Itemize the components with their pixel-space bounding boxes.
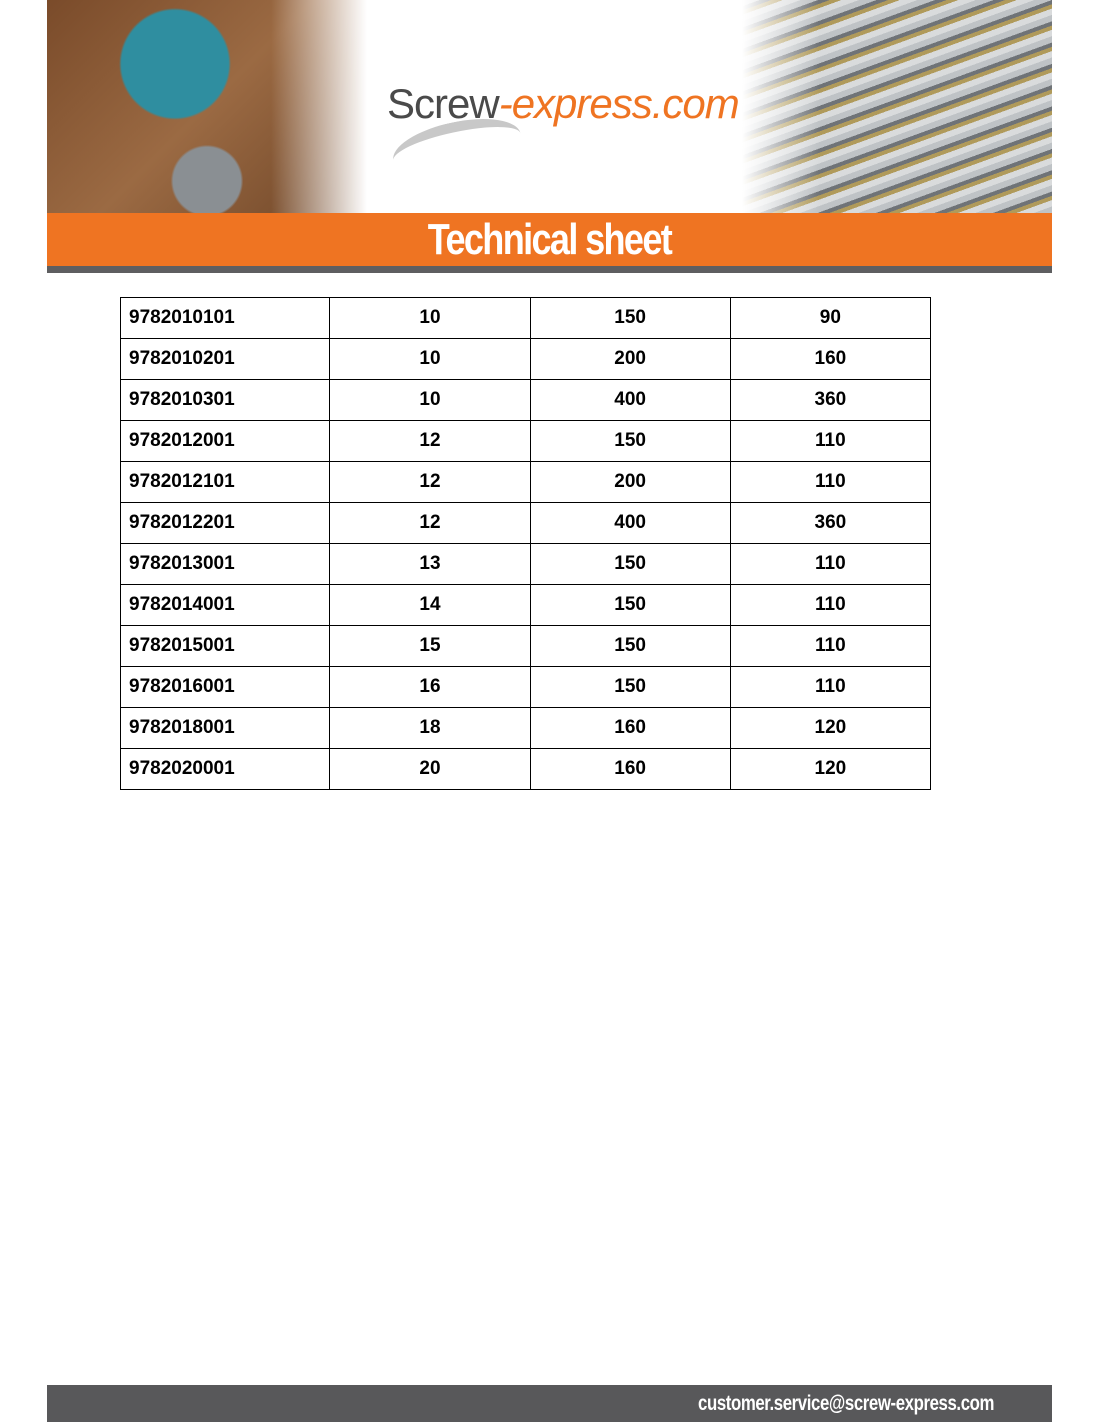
footer-email: customer.service@screw-express.com: [697, 1392, 994, 1415]
header-banner: Screw-express.com: [47, 0, 1052, 213]
product-table: 9782010101 10 150 90 9782010201 10 200 160 97820…: [119, 297, 932, 790]
table-cell: 110: [729, 543, 932, 585]
table-row: 9782010301 10 400 360: [119, 379, 932, 421]
table-cell: 12: [329, 420, 531, 462]
table-cell: 9782010201: [119, 338, 331, 380]
table-cell: 9782020001: [119, 748, 331, 790]
table-cell: 360: [729, 502, 932, 544]
table-row: 9782013001 13 150 110: [119, 543, 932, 585]
table-cell: 150: [529, 625, 731, 667]
table-cell: 120: [729, 748, 932, 790]
table-row: 9782018001 18 160 120: [119, 707, 932, 749]
table-cell: 9782012201: [119, 502, 331, 544]
table-cell: 160: [529, 748, 731, 790]
screws-photo: [742, 0, 1052, 213]
table-cell: 15: [329, 625, 531, 667]
table-cell: 10: [329, 379, 531, 421]
logo: Screw-express.com: [387, 80, 740, 127]
table-cell: 12: [329, 502, 531, 544]
table-cell: 18: [329, 707, 531, 749]
table-cell: 160: [729, 338, 932, 380]
table-cell: 110: [729, 461, 932, 503]
table-cell: 400: [529, 502, 731, 544]
table-cell: 9782010301: [119, 379, 331, 421]
table-cell: 110: [729, 420, 932, 462]
table-cell: 150: [529, 666, 731, 708]
table-cell: 16: [329, 666, 531, 708]
table-row: 9782016001 16 150 110: [119, 666, 932, 708]
table-cell: 160: [529, 707, 731, 749]
table-row: 9782015001 15 150 110: [119, 625, 932, 667]
table-row: 9782012201 12 400 360: [119, 502, 932, 544]
table-row: 9782010201 10 200 160: [119, 338, 932, 380]
table-cell: 150: [529, 584, 731, 626]
table-cell: 20: [329, 748, 531, 790]
table-row: 9782012101 12 200 110: [119, 461, 932, 503]
table-cell: 150: [529, 420, 731, 462]
table-cell: 360: [729, 379, 932, 421]
table-cell: 12: [329, 461, 531, 503]
divider: [47, 266, 1052, 273]
tools-photo: [47, 0, 367, 213]
table-cell: 9782015001: [119, 625, 331, 667]
page-title: Technical sheet: [427, 214, 673, 264]
table-cell: 110: [729, 666, 932, 708]
table-cell: 13: [329, 543, 531, 585]
table-cell: 110: [729, 625, 932, 667]
table-row: 9782014001 14 150 110: [119, 584, 932, 626]
table-cell: 9782012101: [119, 461, 331, 503]
table-cell: 9782014001: [119, 584, 331, 626]
table-cell: 9782010101: [119, 297, 331, 339]
table-row: 9782012001 12 150 110: [119, 420, 932, 462]
table-row: 9782010101 10 150 90: [119, 297, 932, 339]
table-cell: 10: [329, 338, 531, 380]
table-cell: 9782016001: [119, 666, 331, 708]
table-cell: 150: [529, 543, 731, 585]
table-cell: 10: [329, 297, 531, 339]
table-cell: 9782013001: [119, 543, 331, 585]
table-cell: 9782018001: [119, 707, 331, 749]
table-cell: 90: [729, 297, 932, 339]
table-cell: 14: [329, 584, 531, 626]
table-cell: 120: [729, 707, 932, 749]
footer: customer.service@screw-express.com: [47, 1385, 1052, 1422]
table-cell: 9782012001: [119, 420, 331, 462]
title-bar: Technical sheet: [47, 213, 1052, 266]
table-cell: 400: [529, 379, 731, 421]
table-cell: 150: [529, 297, 731, 339]
table-cell: 110: [729, 584, 932, 626]
table-cell: 200: [529, 338, 731, 380]
table-row: 9782020001 20 160 120: [119, 748, 932, 790]
table-cell: 200: [529, 461, 731, 503]
